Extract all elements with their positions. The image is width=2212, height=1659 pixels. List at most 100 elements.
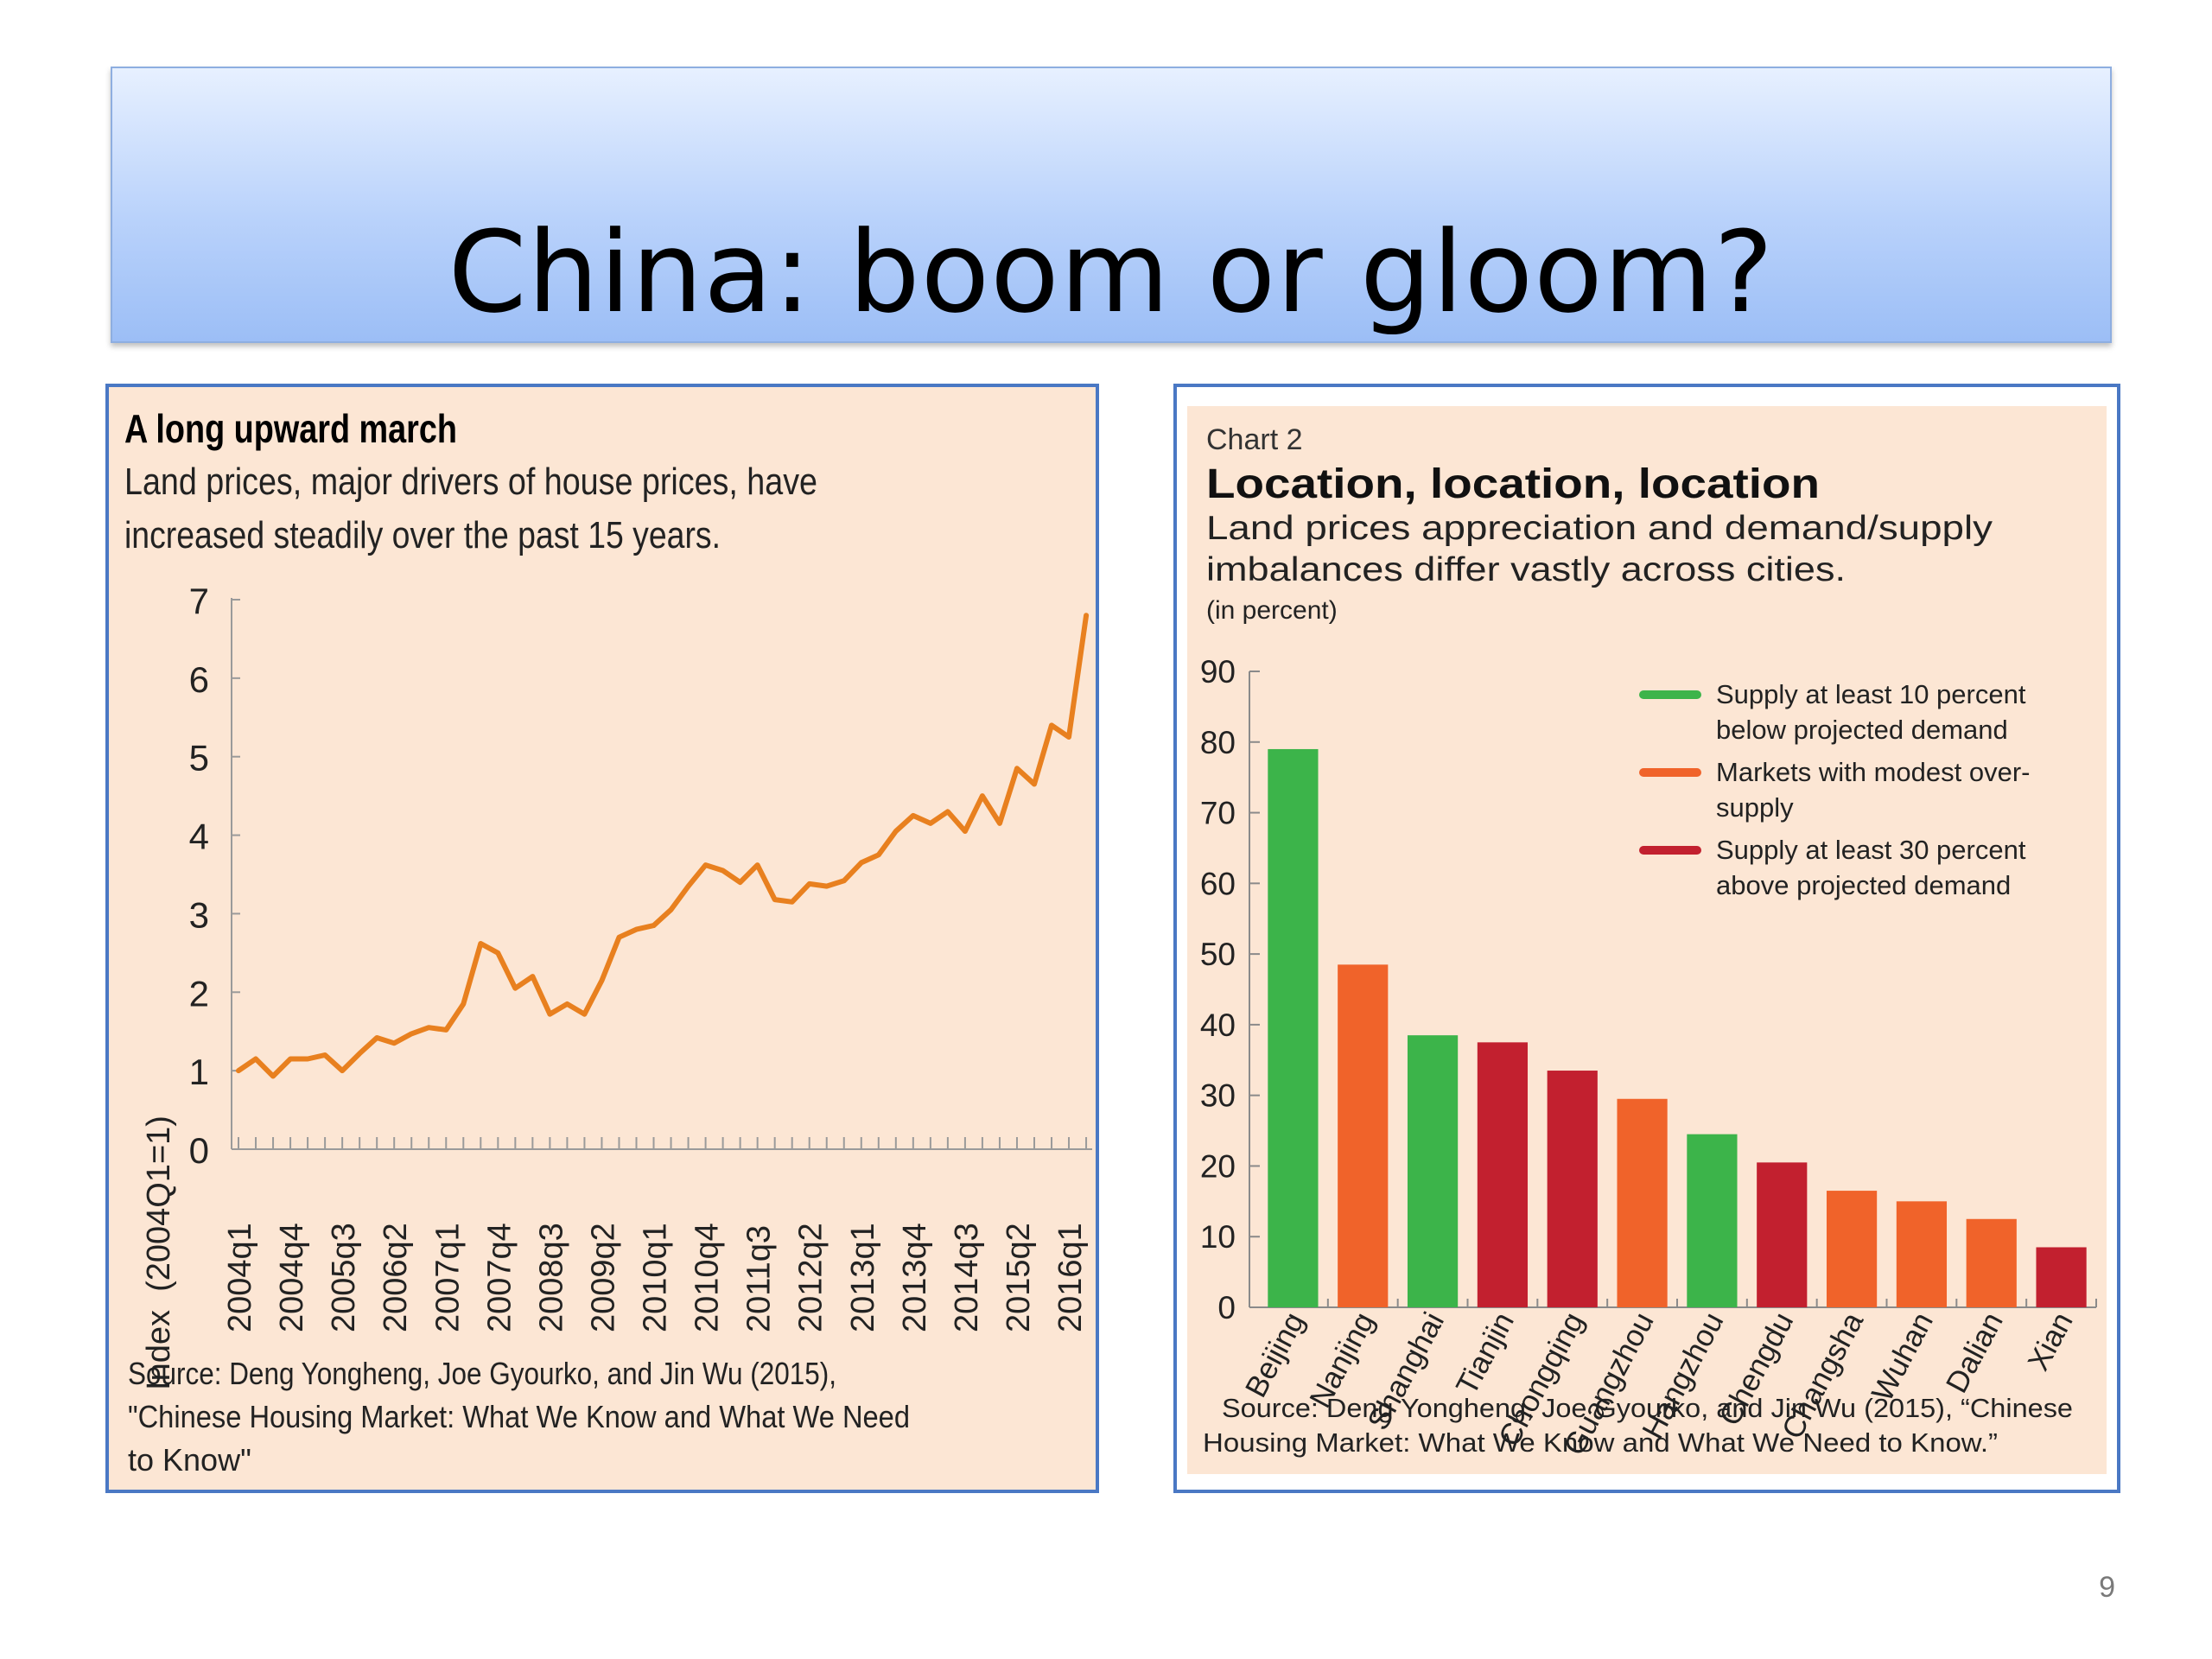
chart1-x-tick-label: 2007q1 [429,1223,466,1332]
chart1-data-point [757,864,759,866]
chart1-data-point [809,883,810,885]
right-chart-background: Chart 2 Location, location, location Lan… [1187,406,2107,1474]
chart1-data-point [601,980,602,982]
chart2-source-line-2: Housing Market: What We Know and What We… [1203,1427,1998,1458]
chart1-y-tick-label: 6 [189,659,209,700]
slide-title: China: boom or gloom? [448,207,1775,338]
chart2-x-tick-label: Dalian [1940,1306,2010,1398]
title-banner: China: boom or gloom? [111,67,2112,343]
chart1-x-tick-label: 2004q4 [274,1223,310,1332]
chart1-data-point [618,937,620,938]
chart1-subtitle-line-1: Land prices, major drivers of house pric… [124,461,817,503]
chart1-data-point [566,1003,568,1005]
chart1-data-point [688,886,690,887]
chart2-bar-chengdu [1757,1162,1808,1307]
chart1-data-point [1068,736,1070,738]
chart2-y-tick-label: 90 [1200,654,1236,690]
chart1-x-tick-label: 2011q3 [741,1225,778,1332]
chart1-x-tick-label: 2015q2 [1001,1223,1037,1332]
chart2-y-tick-label: 20 [1200,1148,1236,1184]
chart2-x-tick-label: Beijing [1239,1306,1312,1402]
chart2-unit-note: (in percent) [1206,596,1338,625]
chart1-y-tick-label: 3 [189,894,209,935]
chart2-legend: Supply at least 10 percent below projecte… [1639,679,2031,900]
chart1-data-point [1085,614,1087,616]
chart2-bar-tianjin [1477,1042,1529,1307]
chart1-x-tick-label: 2005q3 [326,1223,362,1332]
chart1-y-tick-label: 5 [189,738,209,779]
chart1-data-point [272,1076,274,1077]
chart2-y-tick-label: 60 [1200,866,1236,901]
chart1-x-tick-label: 2016q1 [1052,1223,1089,1332]
chart1-data-point [497,952,499,954]
chart1-x-tick-label: 2012q2 [793,1223,830,1332]
chart2-legend-label: Supply at least 30 percent [1716,835,2026,865]
chart1-x-tick-label: 2007q4 [481,1223,518,1332]
chart1-x-tick-label: 2013q1 [845,1223,881,1332]
chart1-x-tick-label: 2013q4 [897,1223,933,1332]
chart1-data-point [1033,784,1035,785]
chart2-subtitle-line-1: Land prices appreciation and demand/supp… [1206,510,1993,547]
chart1-data-point [722,869,724,871]
chart2-bar-xian [2036,1247,2087,1307]
chart2-bar-nanjing [1338,964,1389,1307]
chart1-data-point [740,881,741,883]
chart1-source-line-1: Source: Deng Yongheng, Joe Gyourko, and … [128,1356,836,1391]
chart2-legend-label: above projected demand [1716,870,2011,900]
chart1-data-point [289,1058,291,1060]
chart1-data-point [912,815,914,817]
chart1-x-tick-label: 2010q1 [638,1223,674,1332]
chart2-bar-wuhan [1896,1201,1948,1307]
chart1-x-tick-label: 2004q1 [222,1223,258,1332]
chart1-y-tick-label: 1 [189,1052,209,1092]
chart1-data-point [635,929,637,931]
chart2-y-tick-label: 0 [1217,1290,1236,1325]
chart1-data-point [480,943,481,944]
chart2-y-tick-label: 80 [1200,725,1236,760]
chart1-x-tick-label: 2014q3 [949,1223,985,1332]
chart2-bar-beijing [1268,748,1319,1307]
chart1-data-point [843,880,845,881]
chart2-x-tick-label: Tianjin [1450,1306,1521,1400]
chart2-bar-changsha [1826,1191,1878,1307]
chart1-data-point [791,901,793,903]
chart2-source-line-1: Source: Deng Yongheng, Joe Gyourko, and … [1222,1393,2073,1423]
right-chart-panel: Chart 2 Location, location, location Lan… [1173,384,2120,1493]
chart1-source-line-2: "Chinese Housing Market: What We Know an… [128,1399,910,1434]
chart2-legend-label: Supply at least 10 percent [1716,679,2026,709]
chart1-data-point [895,830,897,832]
chart2-bar-hangzhou [1687,1134,1738,1307]
chart1-data-point [393,1042,395,1044]
chart1-data-point [964,830,966,832]
chart1-data-point [774,899,776,900]
chart1-data-point [255,1058,257,1060]
chart1-data-point [376,1037,378,1039]
page-number: 9 [2099,1571,2115,1604]
chart2-y-tick-label: 70 [1200,796,1236,831]
chart2-bar-shanghai [1407,1035,1459,1307]
chart1-y-tick-label: 2 [189,973,209,1014]
chart1-y-axis-label: Index (2004Q1=1) [141,1116,177,1390]
chart2-title: Location, location, location [1206,461,1820,507]
chart1-y-tick-label: 4 [189,817,209,857]
chart2-y-tick-label: 40 [1200,1007,1236,1043]
chart2-bar-guangzhou [1617,1098,1668,1307]
chart2-label: Chart 2 [1206,423,1303,456]
chart1-data-point [324,1054,326,1056]
chart1-title: A long upward march [124,406,457,451]
chart2-legend-label: below projected demand [1716,715,2008,745]
chart1-data-point [445,1029,447,1031]
chart1-data-point [531,976,533,977]
chart2-legend-label: supply [1716,792,1794,823]
chart2-legend-label: Markets with modest over- [1716,757,2031,787]
chart1-data-point [410,1033,412,1034]
left-chart-panel: A long upward march Land prices, major d… [105,384,1099,1493]
chart1-y-tick-label: 7 [189,581,209,621]
chart1-subtitle-line-2: increased steadily over the past 15 year… [124,514,721,556]
chart1-data-point [653,925,655,926]
chart2-bar-dalian [1966,1218,2017,1307]
chart1-x-tick-label: 2006q2 [378,1223,414,1332]
chart2-subtitle-line-2: imbalances differ vastly across cities. [1206,551,1846,588]
chart1-data-point [705,864,707,866]
city-land-price-bar-chart: Chart 2 Location, location, location Lan… [1200,423,2097,1461]
